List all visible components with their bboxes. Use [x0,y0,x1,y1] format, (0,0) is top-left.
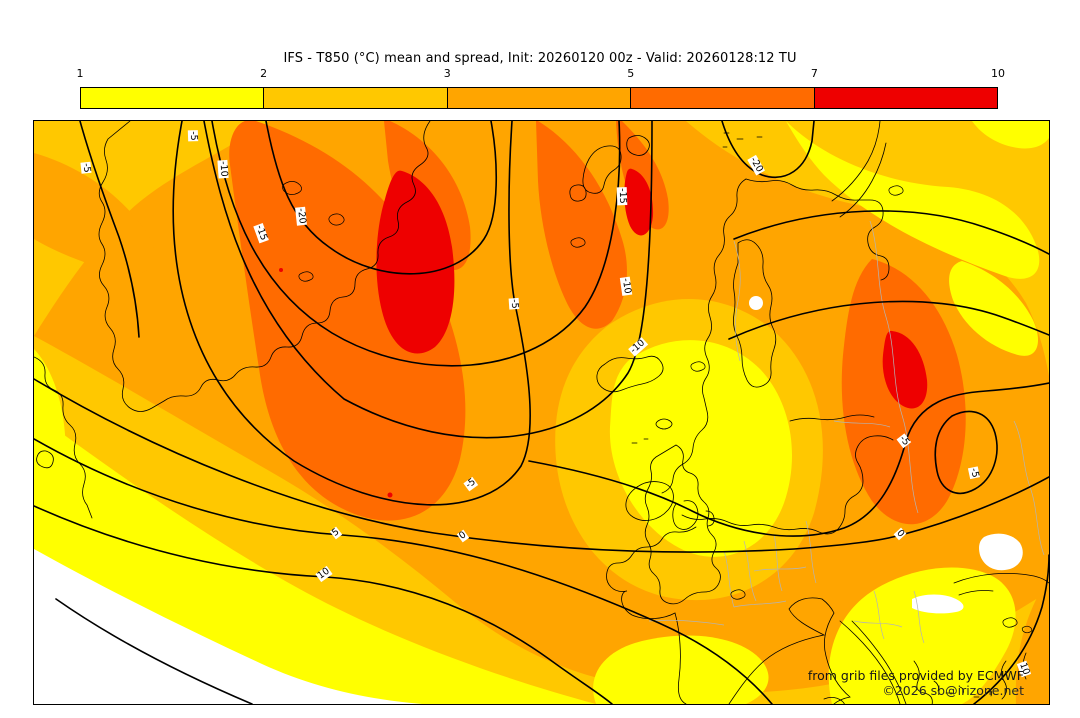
isotherm-line-m5 [934,410,998,495]
isotherm-label: -5 [508,297,521,311]
texture-contour [282,181,302,195]
coastline-segment [631,418,673,444]
iceland-coastline [596,355,664,393]
spread-region-low [34,549,422,704]
spread-region-max [387,492,393,498]
spread-region [686,121,1049,376]
svalbard-coastline [569,135,650,202]
isotherm-line-0 [34,378,1049,553]
colorbar-tick-label: 5 [627,67,635,80]
spread-region [949,261,1038,356]
chart-title: IFS - T850 (°C) mean and spread, Init: 2… [283,51,797,66]
border-segment [723,540,787,608]
adriatic-coastline [839,620,907,704]
isotherm-line-m10 [728,300,1049,340]
isotherm-line-5 [34,438,773,704]
spread-region-high [229,121,466,521]
texture-contour [328,213,345,226]
texture-contour [730,589,746,600]
border-segment [648,619,725,626]
west-europe-coastline [606,526,697,704]
norway-coastline [661,178,747,494]
colorbar-ticks: 1 2 3 5 7 10 [76,67,1006,82]
border-segment [753,520,817,592]
map-panel: -5 -5 -10 -15 -20 -20 -15 -10 -5 -10 -5 -5 -5 0 0 5 10 10… [33,120,1050,705]
texture-contour [1002,617,1033,634]
isotherm-line-m15 [211,121,621,367]
spread-region [34,121,269,336]
spread-region [593,635,769,704]
texture-contour [690,361,706,372]
spread-region-high [616,121,669,230]
isotherm-label: -15 [616,187,629,205]
kola-whitesea-coastline [745,178,890,281]
uk-coastline [644,444,721,605]
fill-regions [34,121,1049,704]
isotherm-line-m5 [79,121,140,338]
mediterranean-coastline [728,597,851,704]
texture-contour [298,271,314,282]
ireland-coastline [625,481,674,521]
spread-region-max [279,268,283,272]
isotherm-label: -10 [217,159,230,179]
spread-region [972,121,1049,149]
colorbar-segment-2-3 [264,88,448,108]
texture-contour [888,185,904,196]
colorbar-tick-label: 2 [260,67,268,80]
greenland-coastline [98,121,431,412]
colorbar-tick-label: 10 [991,67,1005,80]
denmark-coastline [672,500,715,530]
spread-region [34,153,155,275]
spread-map-svg [34,121,1049,704]
texture-contour [570,237,586,248]
isotherm-label: -5 [80,161,93,175]
colorbar-segment-7-10 [814,88,998,108]
canada-coastline [34,356,93,519]
isotherm-label: -10 [619,276,634,296]
spread-region-max [882,330,928,409]
isotherm-line-m5 [172,121,531,506]
isotherm-line-10 [973,554,1049,704]
greece-coastline [913,660,993,704]
isotherm-contours [34,121,1049,704]
colorbar-tick-label: 7 [810,67,818,80]
spread-region-low [979,533,1023,571]
gulf-of-bothnia-coastline [733,239,777,388]
isotherm-label: -5 [967,466,981,480]
isotherm-line-m15 [733,210,1049,255]
border-segment [833,220,919,514]
colorbar-segment-5-7 [631,88,815,108]
spread-region-max [376,170,455,354]
colorbar-tick-label: 3 [443,67,451,80]
colorbar-segment-3-5 [447,88,632,108]
isotherm-line-15 [55,598,253,704]
spread-region-low [749,296,763,310]
isotherm-line-10 [34,505,613,704]
isotherm-label: -20 [295,206,308,226]
isotherm-line-m20 [721,121,815,178]
isotherm-line-m10 [203,121,653,439]
spread-region [786,121,1040,279]
isotherm-line-m20 [265,121,498,275]
baltic-coastline [681,414,894,535]
attribution-copyright: ©2026 sb@irizone.net [882,683,1024,698]
colorbar-segment-1-2 [81,88,265,108]
isotherm-line-m5 [528,382,1049,537]
colorbar [80,87,998,109]
border-segment [853,590,925,644]
terrain-texture-contours [282,181,1033,634]
spread-region-high [536,121,627,329]
colorbar-tick-label: 1 [76,67,84,80]
attribution-source: from grib files provided by ECMWF [807,668,1024,683]
attribution: from grib files provided by ECMWF ©2026 … [808,668,1024,698]
spread-region-low [912,594,964,614]
spread-region-max [624,168,654,236]
isotherm-label: -5 [187,130,200,142]
spread-region [609,340,792,557]
